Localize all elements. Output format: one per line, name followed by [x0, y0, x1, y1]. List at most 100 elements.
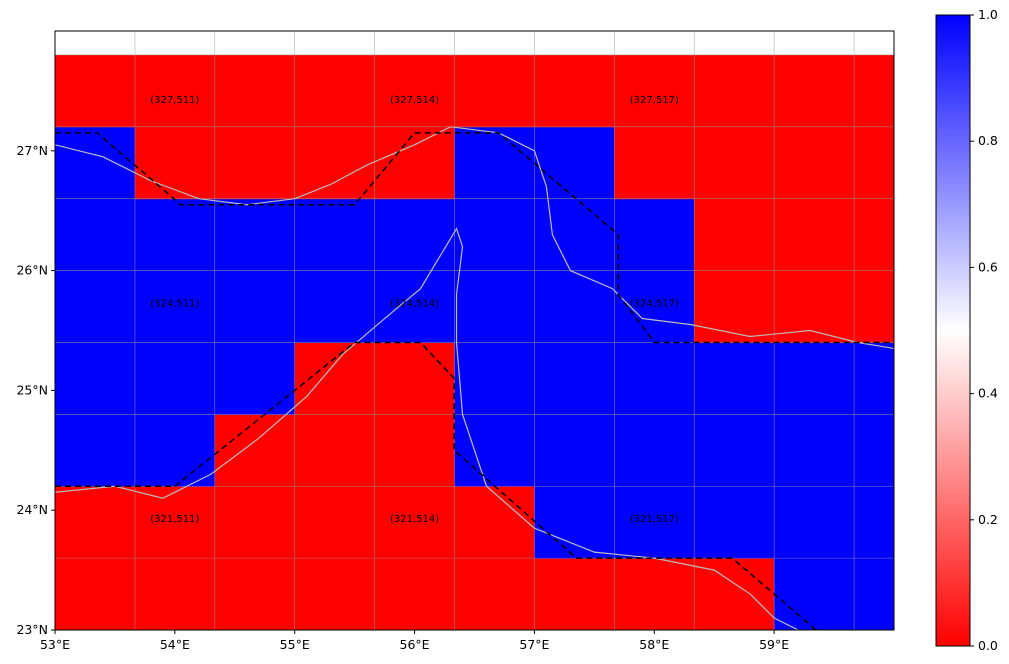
grid-cell	[55, 486, 136, 559]
grid-cell	[294, 342, 376, 415]
grid-cell	[694, 414, 775, 487]
y-tick-label: 24°N	[16, 502, 48, 517]
grid-cell	[854, 270, 894, 343]
grid-cell	[854, 414, 894, 487]
x-tick-label: 57°E	[519, 637, 549, 652]
grid-cell	[454, 486, 535, 559]
grid-cell	[854, 54, 894, 128]
grid-cell	[374, 558, 455, 630]
colorbar-tick-label: 0.6	[978, 259, 998, 274]
grid-cell	[534, 54, 615, 128]
grid-cell	[294, 198, 376, 272]
colorbar-tick-label: 0.0	[978, 638, 998, 653]
grid-cell	[55, 342, 136, 415]
x-tick-label: 59°E	[759, 637, 789, 652]
grid-cell	[55, 126, 136, 200]
grid-cell	[774, 126, 855, 200]
grid-cell	[694, 198, 775, 272]
y-tick-label: 25°N	[16, 382, 48, 397]
coastline	[55, 126, 894, 630]
colorbar	[935, 14, 971, 647]
grid-cell	[55, 558, 136, 630]
graticule	[55, 31, 894, 630]
grid-cell	[774, 558, 855, 630]
tile-boundary	[55, 132, 894, 630]
grid-cell	[214, 486, 296, 559]
tile-label: (321,511)	[150, 514, 199, 525]
tile-label: (327,511)	[150, 95, 199, 106]
tile-label: (324,511)	[150, 299, 199, 310]
y-tick-label: 27°N	[16, 143, 48, 158]
grid-cell	[694, 126, 775, 200]
grid-cell	[454, 342, 535, 415]
colorbar-tick-label: 0.4	[978, 386, 998, 401]
colorbar-tick-label: 1.0	[978, 7, 998, 22]
grid-cell	[374, 414, 455, 487]
grid-cell	[55, 54, 136, 128]
grid-cell	[694, 486, 775, 559]
grid-cell	[134, 198, 216, 272]
grid-cell	[294, 126, 376, 200]
grid-cell	[774, 414, 855, 487]
grid-cell	[774, 486, 855, 559]
grid-cell	[854, 486, 894, 559]
grid-cell	[214, 414, 296, 487]
tile-label: (327,514)	[390, 95, 439, 106]
grid-cell	[454, 198, 535, 272]
grid-cell	[614, 414, 695, 487]
grid-cell	[534, 198, 615, 272]
grid-cell	[614, 126, 695, 200]
grid-cell	[854, 198, 894, 272]
grid-cell	[374, 342, 455, 415]
grid-cell	[694, 342, 775, 415]
y-axis: 23°N 24°N 25°N 26°N 27°N	[16, 143, 55, 637]
grid-cell	[774, 54, 855, 128]
grid-cell	[374, 54, 455, 128]
grid-cell	[134, 126, 216, 200]
grid-cell	[454, 558, 535, 630]
grid-cell	[614, 198, 695, 272]
y-tick-label: 26°N	[16, 263, 48, 278]
x-tick-label: 58°E	[639, 637, 669, 652]
tile-label: (321,517)	[630, 514, 679, 525]
grid-cell	[214, 54, 296, 128]
grid-cell	[454, 126, 535, 200]
x-tick-label: 55°E	[280, 637, 310, 652]
grid-cell	[534, 558, 615, 630]
grid-cell	[294, 558, 376, 630]
tile-labels: (327,511) (327,514) (327,517) (324,511) (324…	[150, 95, 679, 525]
grid-cell	[614, 342, 695, 415]
grid-cell	[694, 270, 775, 343]
grid-cell	[854, 126, 894, 200]
grid-cell	[614, 486, 695, 559]
grid-cell	[134, 270, 216, 343]
grid-cell	[534, 126, 615, 200]
boundary-path	[55, 132, 894, 344]
grid-cell	[134, 486, 216, 559]
grid-cell	[854, 342, 894, 415]
y-tick-label: 23°N	[16, 622, 48, 637]
grid-cell	[134, 558, 216, 630]
grid-cells	[55, 54, 894, 630]
x-tick-label: 54°E	[160, 637, 190, 652]
coastline-path	[55, 126, 894, 350]
grid-cell	[374, 486, 455, 559]
boundary-path	[55, 341, 817, 630]
grid-cell	[134, 54, 216, 128]
grid-cell	[294, 414, 376, 487]
grid-cell	[694, 558, 775, 630]
tile-label: (321,514)	[390, 514, 439, 525]
colorbar-ticks: 0.0 0.2 0.4 0.6 0.8 1.0	[970, 7, 998, 653]
tile-label: (324,514)	[390, 299, 439, 310]
grid-cell	[454, 54, 535, 128]
map-frame	[54, 30, 895, 631]
grid-cell	[774, 342, 855, 415]
grid-cell	[374, 126, 455, 200]
grid-cell	[214, 342, 296, 415]
grid-cell	[454, 414, 535, 487]
grid-cell	[134, 414, 216, 487]
x-axis: 53°E 54°E 55°E 56°E 57°E 58°E 59°E	[40, 630, 789, 652]
grid-cell	[134, 342, 216, 415]
tile-label: (324,517)	[630, 299, 679, 310]
grid-cell	[214, 558, 296, 630]
